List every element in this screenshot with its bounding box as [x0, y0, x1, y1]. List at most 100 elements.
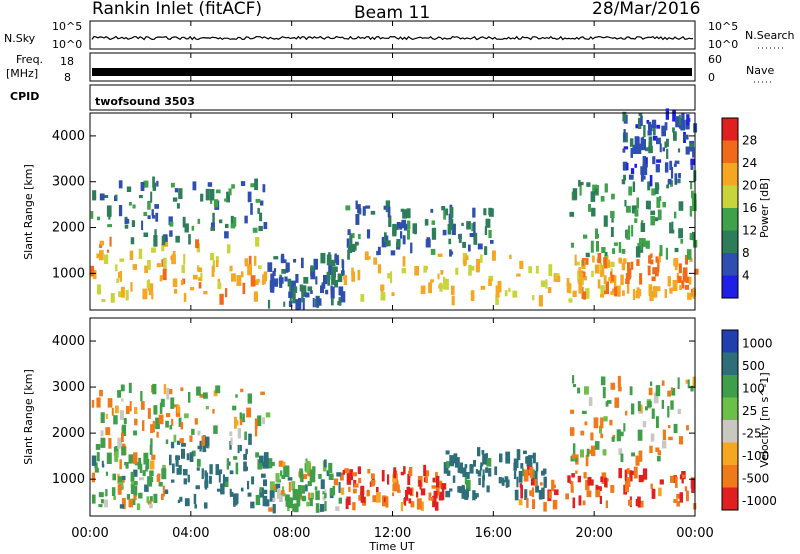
echo-cell [224, 198, 228, 202]
x-tick-label: 16:00 [475, 526, 512, 541]
echo-cell [163, 489, 169, 495]
echo-cell [267, 299, 271, 309]
echo-cell [685, 146, 690, 155]
echo-cell [263, 452, 269, 464]
echo-cell [582, 276, 587, 281]
echo-cell [677, 275, 682, 283]
echo-cell [197, 218, 201, 224]
echo-cell [588, 397, 593, 406]
echo-cell [677, 179, 681, 184]
echo-cell [443, 279, 446, 290]
echo-cell [189, 435, 193, 442]
echo-cell [600, 196, 605, 202]
echo-cell [519, 483, 523, 488]
echo-cell [114, 451, 119, 462]
echo-cell [175, 455, 179, 467]
echo-cell [505, 479, 510, 488]
echo-cell [131, 220, 135, 227]
echo-cell [675, 116, 679, 128]
echo-cell [181, 264, 185, 274]
echo-cell [197, 430, 201, 436]
echo-cell [119, 504, 125, 509]
echo-cell [111, 487, 116, 496]
echo-cell [474, 493, 479, 498]
echo-cell [130, 471, 135, 482]
echo-cell [677, 408, 681, 415]
echo-cell [657, 259, 660, 269]
echo-cell [284, 465, 290, 477]
echo-cell [410, 501, 415, 508]
echo-cell [529, 490, 533, 496]
echo-cell [661, 380, 665, 386]
echo-cell [692, 231, 695, 241]
power-echo-layer [90, 108, 699, 310]
echo-cell [595, 234, 599, 239]
echo-cell [689, 233, 693, 241]
echo-cell [600, 417, 604, 429]
echo-cell [217, 278, 221, 282]
echo-cell [400, 231, 403, 239]
echo-cell [201, 435, 205, 446]
echo-cell [692, 287, 695, 299]
echo-cell [128, 454, 133, 464]
echo-cell [665, 108, 669, 120]
freq-label-2: [MHz] [6, 67, 38, 80]
echo-cell [387, 474, 390, 485]
echo-cell [283, 301, 286, 307]
echo-cell [237, 428, 241, 439]
echo-cell [472, 207, 476, 218]
echo-cell [117, 390, 122, 398]
echo-cell [275, 483, 281, 489]
echo-cell [486, 485, 490, 493]
echo-cell [604, 290, 610, 295]
echo-cell [107, 224, 112, 228]
echo-cell [605, 500, 608, 509]
echo-cell [650, 433, 655, 442]
echo-cell [283, 259, 287, 263]
echo-cell [377, 264, 382, 274]
echo-cell [624, 469, 628, 480]
echo-cell [405, 490, 409, 501]
echo-cell [383, 497, 386, 503]
echo-cell [656, 286, 661, 292]
echo-cell [162, 234, 168, 242]
echo-cell [215, 260, 219, 268]
echo-cell [150, 191, 153, 203]
echo-cell [648, 387, 653, 396]
echo-cell [610, 291, 615, 295]
echo-cell [215, 464, 219, 476]
echo-cell [126, 493, 130, 500]
echo-cell [646, 120, 650, 124]
echo-cell [592, 255, 595, 263]
echo-cell [659, 245, 663, 257]
echo-cell [682, 271, 687, 282]
echo-cell [597, 253, 602, 264]
echo-cell [675, 476, 678, 488]
echo-cell [204, 502, 208, 509]
echo-cell [645, 406, 648, 411]
echo-cell [215, 385, 221, 394]
echo-cell [260, 391, 265, 395]
echo-cell [367, 468, 371, 474]
echo-cell [473, 232, 478, 245]
echo-cell [436, 475, 440, 488]
echo-cell [574, 457, 578, 462]
echo-cell [620, 431, 624, 437]
echo-cell [626, 468, 630, 475]
echo-cell [257, 207, 260, 214]
echo-cell [656, 124, 661, 129]
echo-cell [104, 499, 108, 508]
echo-cell [351, 243, 356, 252]
echo-cell [291, 280, 296, 291]
echo-cell [226, 458, 229, 470]
echo-cell [667, 425, 671, 429]
echo-cell [570, 242, 574, 248]
echo-cell [630, 168, 635, 174]
echo-cell [465, 255, 469, 260]
echo-cell [285, 497, 289, 507]
echo-cell [280, 490, 285, 496]
echo-cell [212, 408, 215, 414]
echo-cell [647, 130, 652, 136]
echo-cell [120, 286, 125, 298]
echo-cell [630, 148, 633, 158]
